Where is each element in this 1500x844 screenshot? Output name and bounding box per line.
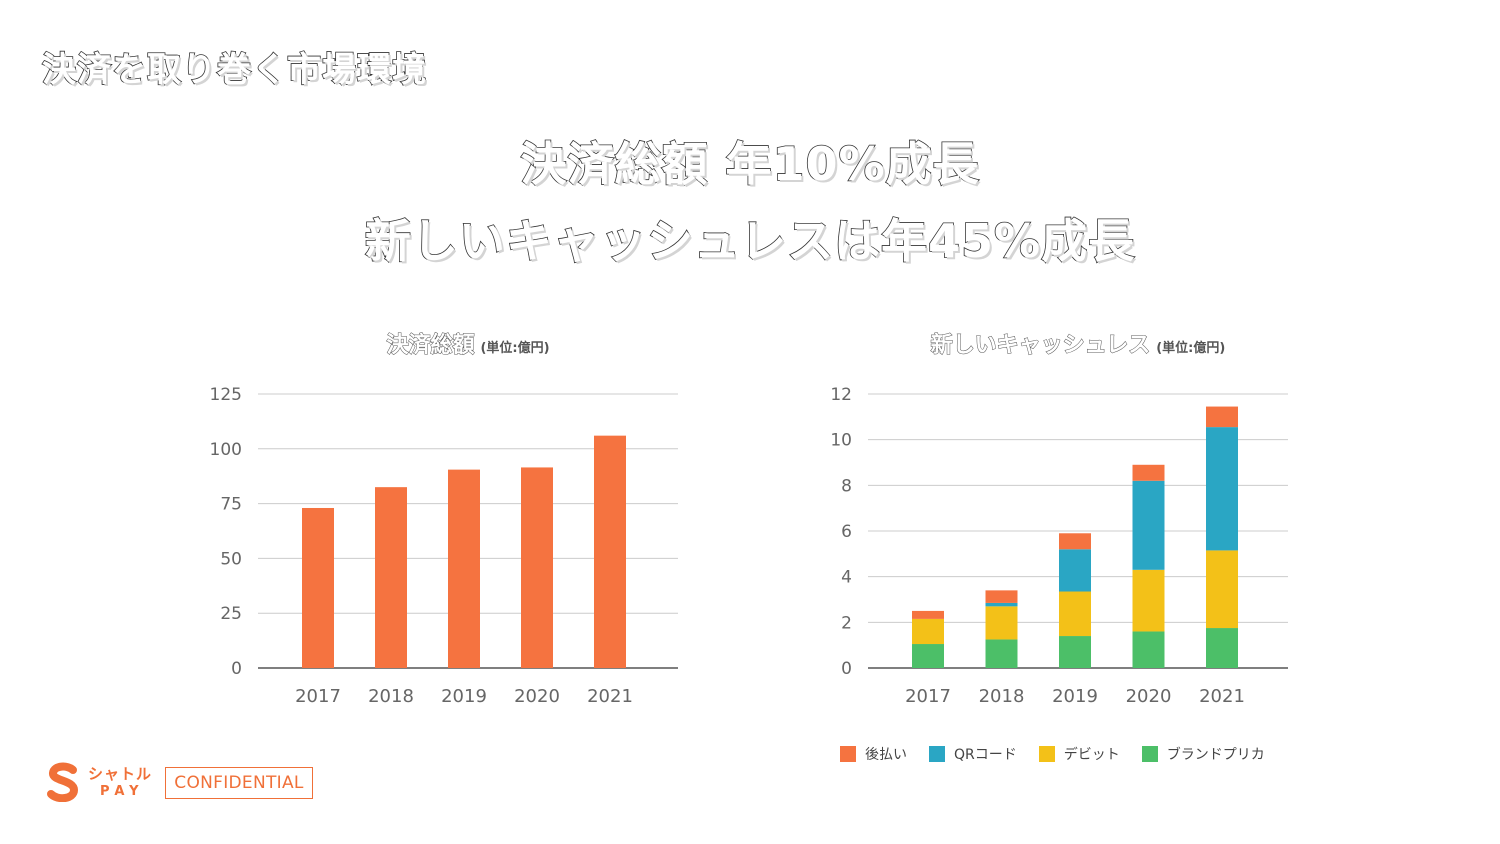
chart2-segment-2018 xyxy=(985,602,1018,607)
page-title: 決済を取り巻く市場環境 xyxy=(41,49,427,91)
legend-swatch-atobarai xyxy=(840,746,856,762)
chart2-segment-2020 xyxy=(1132,464,1165,481)
headline-total-growth: 決済総額 年10%成長 xyxy=(520,136,980,192)
legend-label-debit: デビット xyxy=(1063,747,1120,763)
chart2-ytick-label: 4 xyxy=(841,568,852,588)
legend-swatch-qr xyxy=(929,746,945,762)
chart2-legend: 後払い QRコード デビット ブランドプリカ xyxy=(840,744,1265,764)
chart1-bar-2021 xyxy=(594,435,626,668)
chart2-xtick-label: 2017 xyxy=(905,686,951,707)
chart1-title-main: 決済総額 xyxy=(386,333,475,359)
legend-label-atobarai: 後払い xyxy=(865,747,907,763)
chart2-xtick-label: 2021 xyxy=(1199,686,1245,707)
chart1-bar-2018 xyxy=(375,487,407,668)
chart1-bar-2019 xyxy=(448,469,480,668)
chart2-ytick-label: 12 xyxy=(830,385,852,405)
chart1-ytick-label: 25 xyxy=(220,604,242,624)
chart1-xtick-label: 2017 xyxy=(295,686,341,707)
headline-cashless-growth: 新しいキャッシュレスは年45%成長 xyxy=(364,213,1136,269)
chart2-xtick-label: 2018 xyxy=(979,686,1025,707)
chart1-xtick-label: 2021 xyxy=(587,686,633,707)
chart2-segment-2017 xyxy=(912,618,944,645)
chart2-segment-2018 xyxy=(985,590,1018,603)
chart2-xtick-label: 2020 xyxy=(1126,686,1172,707)
chart2-segment-2021 xyxy=(1206,427,1238,551)
chart2-ytick-label: 6 xyxy=(841,522,852,542)
chart2-ytick-label: 8 xyxy=(841,476,852,496)
chart2-segment-2020 xyxy=(1132,480,1165,570)
chart2-title: 新しいキャッシュレス (単位:億円) xyxy=(868,327,1288,359)
chart2-ytick-label: 2 xyxy=(841,613,852,633)
chart2-segment-2017 xyxy=(912,610,944,619)
chart2-segment-2020 xyxy=(1132,569,1165,632)
chart2-xtick-label: 2019 xyxy=(1052,686,1098,707)
chart2-segment-2019 xyxy=(1059,533,1091,550)
logo-line2: PAY xyxy=(100,783,145,799)
chart2-segment-2018 xyxy=(985,606,1018,640)
chart1-ytick-label: 75 xyxy=(220,495,242,515)
legend-item-qr: QRコード xyxy=(929,744,1017,764)
chart2-segment-2020 xyxy=(1132,631,1165,668)
legend-swatch-prepaid xyxy=(1141,746,1158,762)
chart2-segment-2017 xyxy=(912,644,944,668)
chart1-ytick-label: 50 xyxy=(220,549,242,569)
chart1-title: 決済総額 (単位:億円) xyxy=(258,327,678,359)
legend-item-prepaid: ブランドプリカ xyxy=(1141,744,1265,764)
chart2-segment-2021 xyxy=(1206,406,1238,428)
legend-label-prepaid: ブランドプリカ xyxy=(1166,747,1265,763)
chart1-title-unit: (単位:億円) xyxy=(480,341,550,356)
legend-item-debit: デビット xyxy=(1038,744,1120,764)
chart1-ytick-label: 0 xyxy=(231,659,242,679)
logo-s-icon xyxy=(47,762,79,802)
chart1-xtick-label: 2018 xyxy=(368,686,414,707)
chart1-bar-2020 xyxy=(521,467,553,668)
logo-wordmark: シャトル PAY xyxy=(88,764,153,799)
chart1-xtick-label: 2020 xyxy=(514,686,560,707)
chart2-segment-2019 xyxy=(1059,591,1091,637)
chart1-xtick-label: 2019 xyxy=(441,686,487,707)
chart2-segment-2021 xyxy=(1206,550,1238,629)
chart2-ytick-label: 10 xyxy=(830,431,852,451)
logo-line1: シャトル xyxy=(88,764,153,783)
chart2-title-main: 新しいキャッシュレス xyxy=(930,333,1151,359)
chart2-title-unit: (単位:億円) xyxy=(1156,341,1226,356)
chart1-bar-2017 xyxy=(302,507,334,668)
confidential-badge: CONFIDENTIAL xyxy=(165,767,313,799)
legend-swatch-debit xyxy=(1038,746,1055,762)
chart1-ytick-label: 125 xyxy=(210,385,242,405)
legend-label-qr: QRコード xyxy=(954,747,1017,763)
chart2-segment-2019 xyxy=(1059,549,1091,592)
chart2-segment-2019 xyxy=(1059,636,1091,668)
chart2-segment-2021 xyxy=(1206,628,1238,668)
legend-item-atobarai: 後払い xyxy=(840,744,907,764)
chart2-segment-2018 xyxy=(985,639,1018,668)
chart2-ytick-label: 0 xyxy=(841,659,852,679)
shuttle-pay-logo: シャトル PAY xyxy=(44,762,152,802)
chart1-ytick-label: 100 xyxy=(210,440,242,460)
